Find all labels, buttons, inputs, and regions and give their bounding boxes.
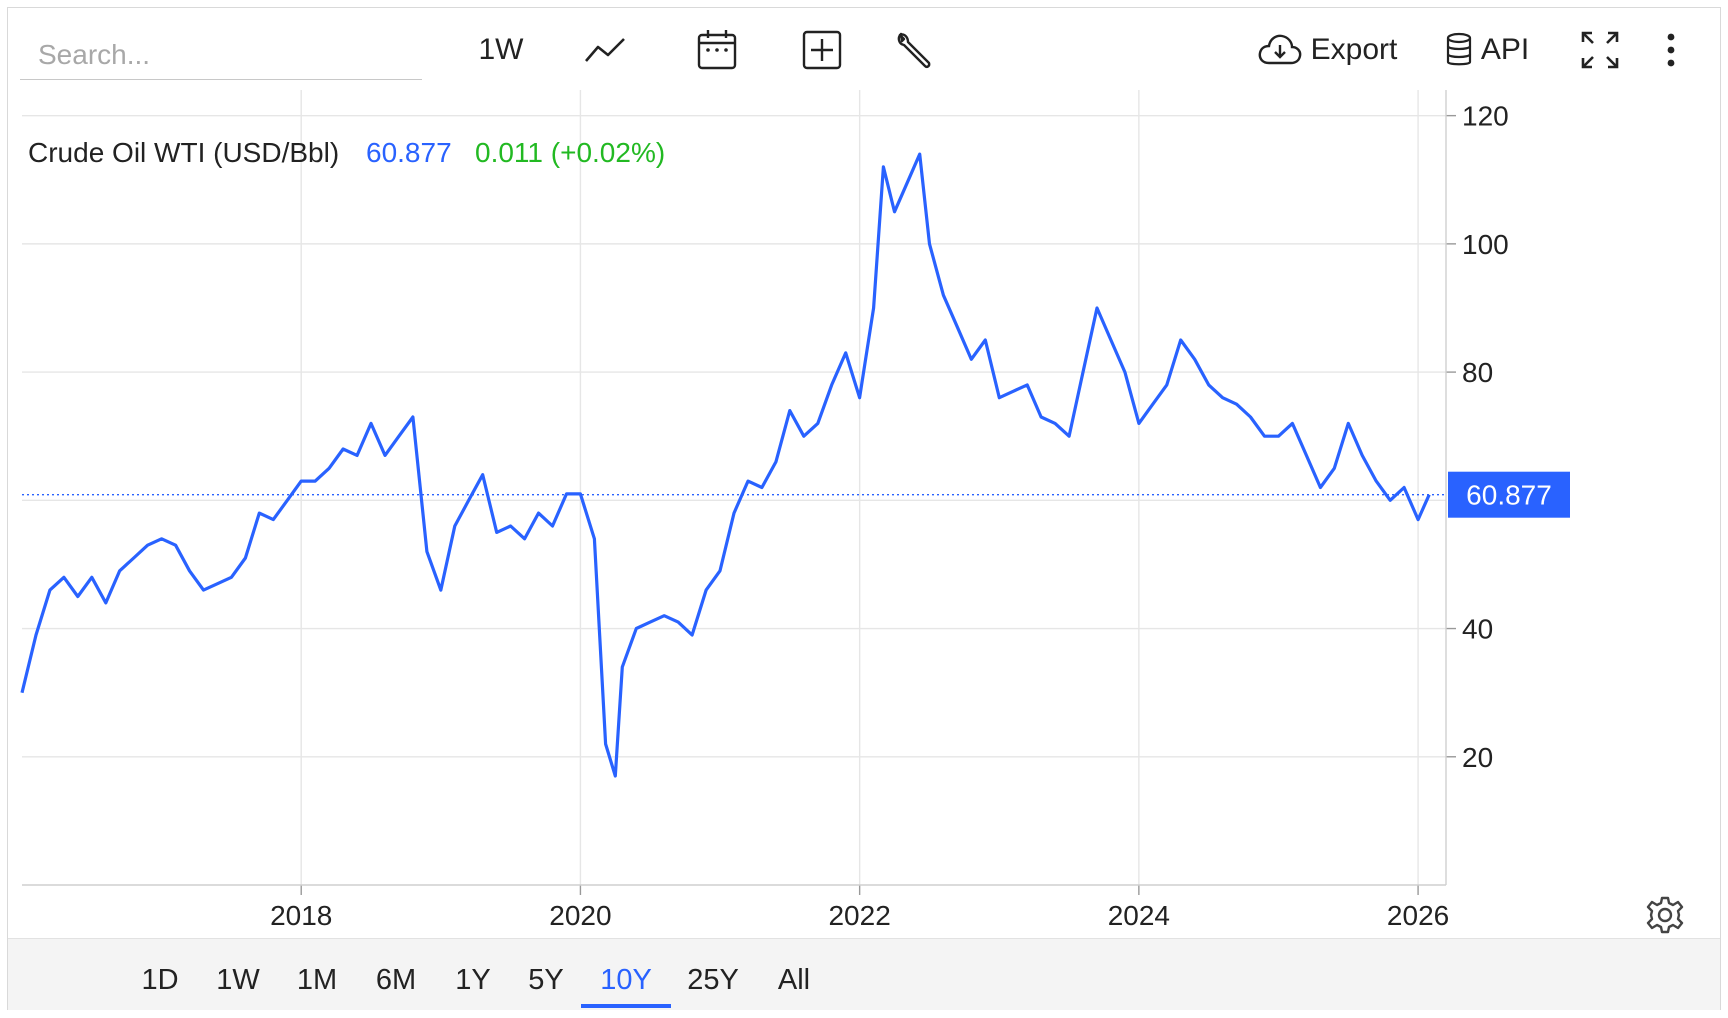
interval-button[interactable]: 1W bbox=[478, 28, 524, 72]
cloud-download-icon bbox=[1258, 34, 1301, 65]
range-button-10y[interactable]: 10Y bbox=[600, 963, 652, 996]
tools-button[interactable] bbox=[892, 28, 936, 72]
fullscreen-icon bbox=[1581, 31, 1619, 69]
range-button-1d[interactable]: 1D bbox=[141, 963, 179, 996]
chart-widget bbox=[7, 7, 1721, 1010]
active-range-underline bbox=[581, 1004, 671, 1008]
export-button[interactable]: Export bbox=[1254, 28, 1400, 72]
fullscreen-button[interactable] bbox=[1580, 28, 1620, 72]
range-button-25y[interactable]: 25Y bbox=[687, 963, 739, 996]
range-button-1w[interactable]: 1W bbox=[216, 963, 260, 996]
api-label: API bbox=[1480, 33, 1530, 66]
range-button-6m[interactable]: 6M bbox=[375, 963, 417, 996]
range-button-1y[interactable]: 1Y bbox=[455, 963, 491, 996]
chart-settings-button[interactable] bbox=[1645, 895, 1685, 935]
search-input[interactable] bbox=[20, 30, 422, 80]
plus-square-icon bbox=[802, 30, 842, 70]
database-icon bbox=[1446, 32, 1471, 66]
range-selector-bar bbox=[8, 938, 1720, 1010]
calendar-button[interactable] bbox=[694, 28, 740, 72]
range-button-1m[interactable]: 1M bbox=[296, 963, 338, 996]
chart-type-button[interactable] bbox=[582, 28, 628, 72]
more-menu-button[interactable] bbox=[1660, 28, 1682, 72]
wrench-icon bbox=[897, 32, 931, 68]
calendar-icon bbox=[697, 30, 737, 70]
api-button[interactable]: API bbox=[1441, 28, 1533, 72]
more-vertical-icon bbox=[1667, 33, 1675, 67]
gear-icon bbox=[1646, 896, 1684, 934]
interval-label: 1W bbox=[478, 33, 524, 66]
line-chart-icon bbox=[585, 38, 625, 62]
export-label: Export bbox=[1310, 33, 1398, 66]
range-button-5y[interactable]: 5Y bbox=[528, 963, 564, 996]
add-comparison-button[interactable] bbox=[800, 28, 844, 72]
range-button-all[interactable]: All bbox=[777, 963, 811, 996]
